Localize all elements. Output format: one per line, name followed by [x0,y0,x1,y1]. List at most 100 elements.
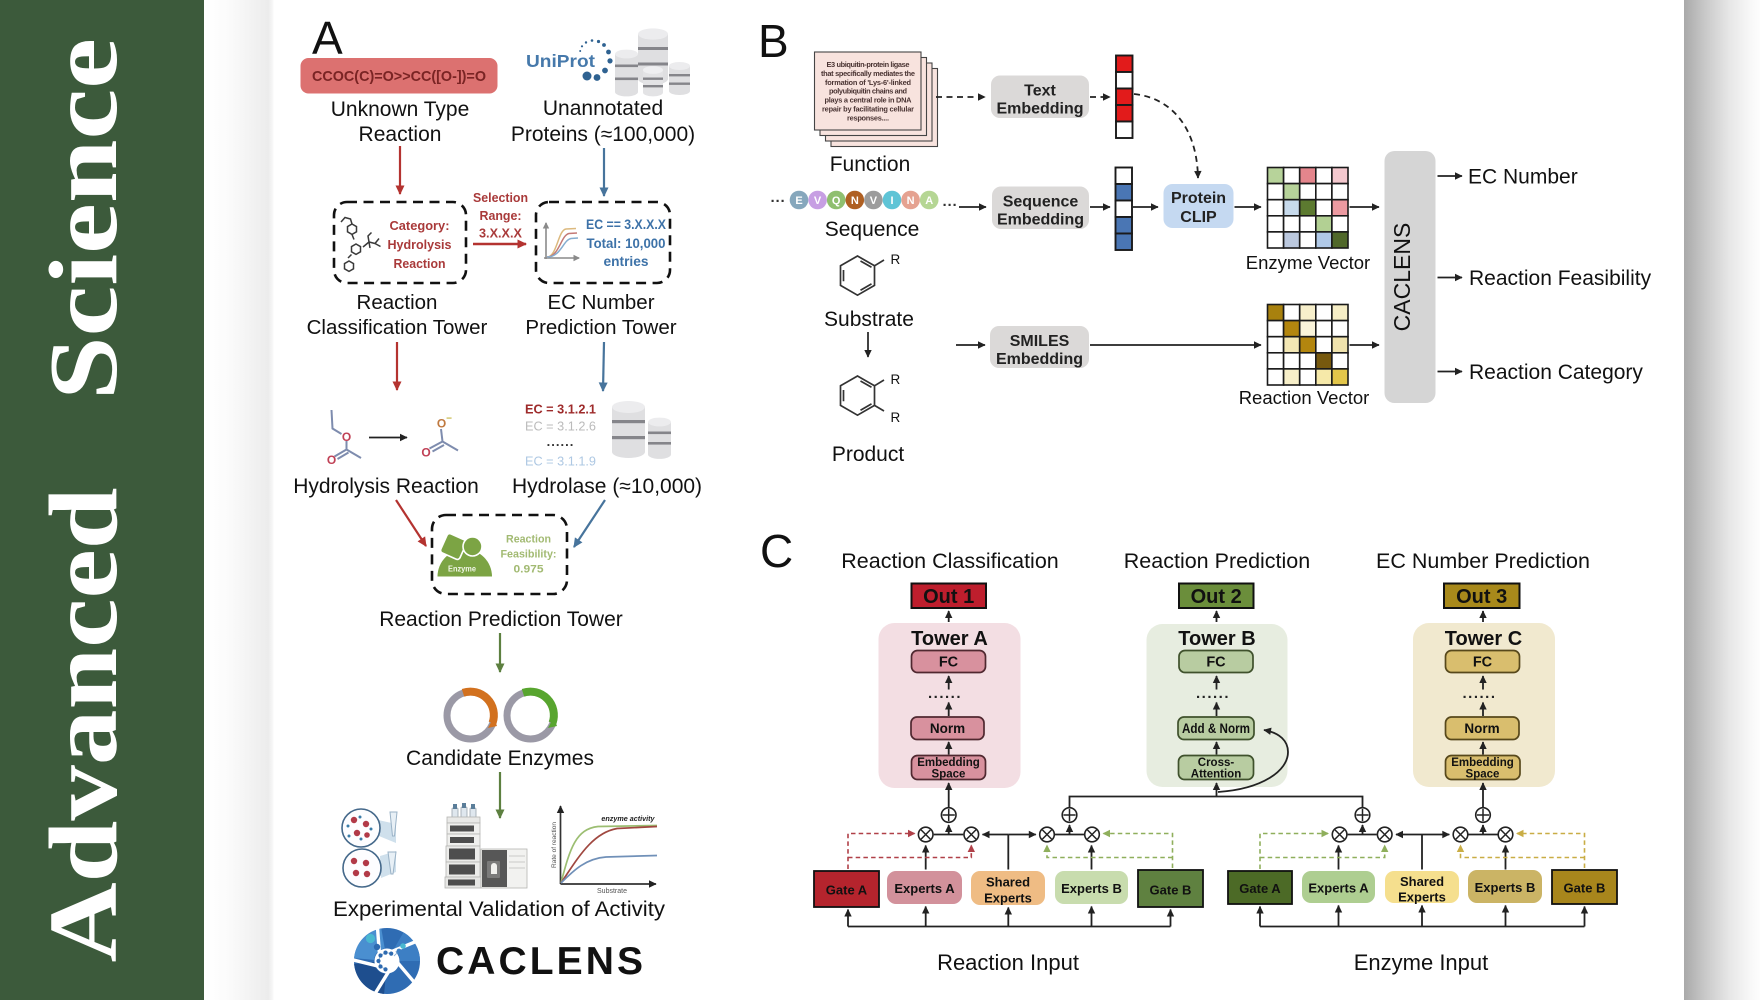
svg-text:......: ...... [1462,685,1496,702]
svg-text:......: ...... [1196,685,1230,702]
svg-text:Embedding: Embedding [996,101,1083,118]
svg-text:N: N [907,195,915,207]
svg-text:Range:: Range: [480,208,522,223]
svg-text:Protein: Protein [1171,190,1226,207]
svg-text:C: C [760,525,793,577]
svg-text:that specifically mediates the: that specifically mediates the [821,69,915,78]
svg-text:entries: entries [604,254,649,269]
svg-text:Experts A: Experts A [1308,881,1369,896]
svg-text:Experts A: Experts A [894,881,955,896]
svg-text:Experts B: Experts B [1475,880,1536,895]
svg-text:O: O [437,417,446,431]
svg-text:Feasibility:: Feasibility: [501,549,557,561]
svg-text:Product: Product [832,443,905,466]
svg-text:Unknown Type: Unknown Type [331,98,470,121]
svg-text:E: E [795,195,802,207]
svg-text:Tower A: Tower A [911,628,988,650]
svg-text:Shared: Shared [1400,874,1444,889]
svg-text:Enzyme Vector: Enzyme Vector [1246,252,1370,273]
svg-text:EC = 3.1.2.6: EC = 3.1.2.6 [525,419,596,434]
svg-text:Reaction Vector: Reaction Vector [1239,387,1370,408]
svg-text:Prediction Tower: Prediction Tower [525,316,676,339]
svg-text:Shared: Shared [986,875,1030,890]
svg-text:Enzyme Input: Enzyme Input [1354,950,1489,975]
svg-text:···: ··· [771,193,786,210]
svg-text:Reaction Feasibility: Reaction Feasibility [1469,267,1652,290]
svg-text:O: O [421,446,430,460]
svg-text:Gate B: Gate B [1564,881,1606,896]
svg-text:Q: Q [832,195,841,207]
svg-text:Reaction: Reaction [394,256,446,271]
svg-text:Selection: Selection [473,190,528,205]
svg-text:CCOC(C)=O>>CC([O-])=O: CCOC(C)=O>>CC([O-])=O [312,68,486,85]
svg-text:CACLENS: CACLENS [436,940,645,983]
svg-text:FC: FC [939,655,959,671]
svg-text:Function: Function [830,153,911,176]
svg-text:Experimental Validation of Act: Experimental Validation of Activity [333,897,665,921]
svg-text:EC Number Prediction: EC Number Prediction [1376,549,1590,573]
svg-text:Norm: Norm [1464,721,1499,736]
svg-text:FC: FC [1206,655,1226,671]
svg-text:Reaction Prediction Tower: Reaction Prediction Tower [379,608,623,631]
svg-text:Total: 10,000: Total: 10,000 [587,236,666,251]
svg-text:Substrate: Substrate [597,888,627,895]
svg-text:R: R [891,410,901,425]
svg-text:Gate A: Gate A [826,883,868,898]
svg-text:formation of 'Lys-6'-linked: formation of 'Lys-6'-linked [825,78,911,87]
svg-text:Experts: Experts [1398,890,1446,905]
svg-text:B: B [758,15,789,67]
svg-text:Space: Space [1466,769,1500,781]
svg-text:Hydrolase (≈10,000): Hydrolase (≈10,000) [512,475,702,498]
svg-text:I: I [890,195,893,207]
svg-text:0.975: 0.975 [514,564,544,576]
svg-text:Reaction: Reaction [506,534,551,546]
svg-text:Proteins (≈100,000): Proteins (≈100,000) [511,123,695,146]
svg-text:Text: Text [1024,83,1056,100]
svg-text:Experts: Experts [984,891,1032,906]
svg-text:V: V [870,195,878,207]
svg-text:A: A [925,195,933,207]
svg-text:repair by facilitating cellula: repair by facilitating cellular [822,105,914,114]
svg-text:Unannotated: Unannotated [543,97,663,120]
svg-text:Reaction Category: Reaction Category [1469,361,1643,384]
svg-text:Classification Tower: Classification Tower [307,316,488,339]
svg-text:A: A [312,12,343,64]
svg-text:Out 2: Out 2 [1191,586,1242,608]
svg-text:Category:: Category: [390,218,450,233]
svg-text:......: ...... [547,434,575,449]
svg-text:···: ··· [943,197,958,214]
svg-text:Gate B: Gate B [1150,883,1192,898]
svg-text:Substrate: Substrate [824,308,914,331]
svg-text:Out 3: Out 3 [1456,586,1507,608]
svg-text:Space: Space [932,769,966,781]
svg-text:EC == 3.X.X.X: EC == 3.X.X.X [586,217,666,232]
svg-text:polyubiquitin chains and: polyubiquitin chains and [829,87,907,96]
svg-text:Advanced: Advanced [30,488,137,963]
svg-text:R: R [891,372,901,387]
svg-text:enzyme activity: enzyme activity [601,814,655,823]
svg-text:N: N [851,195,859,207]
svg-text:Hydrolysis: Hydrolysis [388,237,452,252]
svg-text:Reaction Prediction: Reaction Prediction [1124,549,1310,573]
svg-text:Out 1: Out 1 [923,586,974,608]
svg-text:FC: FC [1473,655,1493,671]
svg-text:Add & Norm: Add & Norm [1182,721,1250,736]
svg-text:Reaction: Reaction [359,123,442,146]
svg-text:SMILES: SMILES [1010,333,1070,350]
svg-text:Cross-: Cross- [1198,757,1235,769]
svg-text:Reaction: Reaction [357,291,438,314]
svg-text:EC = 3.1.2.1: EC = 3.1.2.1 [525,402,596,417]
svg-text:UniProt: UniProt [526,51,595,71]
svg-text:Embedding: Embedding [996,351,1083,368]
svg-text:Rate of reaction: Rate of reaction [551,822,558,868]
svg-text:Tower B: Tower B [1178,628,1255,650]
svg-text:Candidate Enzymes: Candidate Enzymes [406,747,594,770]
svg-text:Reaction Classification: Reaction Classification [841,549,1059,573]
svg-text:Embedding: Embedding [1451,757,1514,769]
svg-text:Enzyme: Enzyme [448,565,476,574]
svg-text:Norm: Norm [930,721,965,736]
svg-text:......: ...... [928,685,962,702]
svg-text:Sequence: Sequence [1003,194,1079,211]
svg-text:−: − [446,414,452,425]
svg-text:EC = 3.1.1.9: EC = 3.1.1.9 [525,454,596,469]
